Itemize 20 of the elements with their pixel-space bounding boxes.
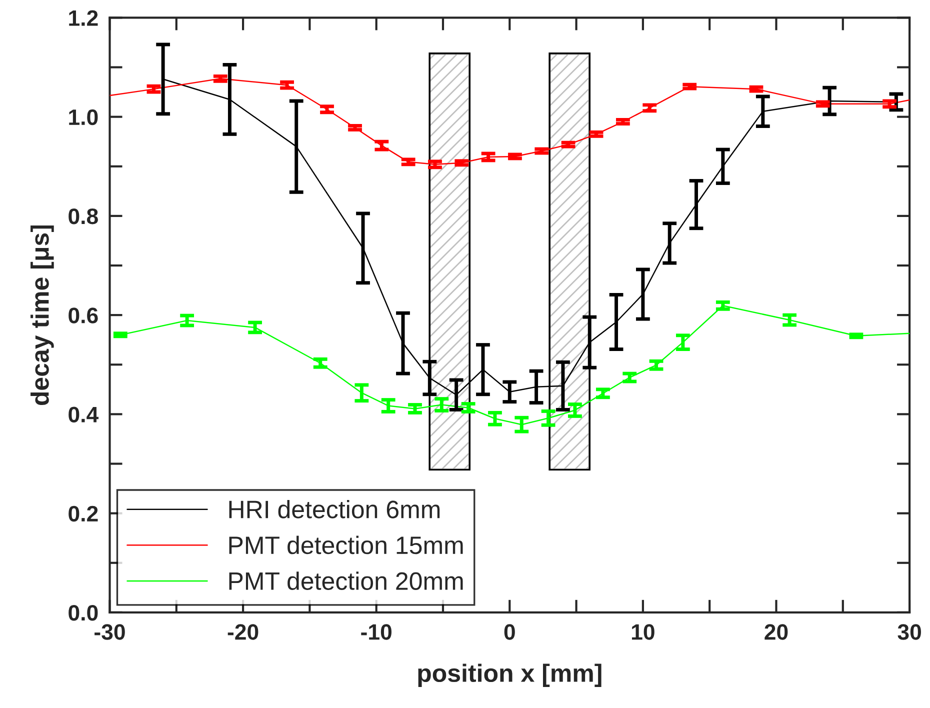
y-tick-label: 1.2 bbox=[69, 10, 98, 26]
x-axis-title: position x [mm] bbox=[418, 664, 602, 687]
x-tick-label: -30 bbox=[94, 624, 125, 640]
y-tick-label: 0.6 bbox=[68, 308, 98, 324]
x-tick-label: -20 bbox=[228, 624, 258, 640]
x-tick-label: 20 bbox=[764, 624, 788, 640]
x-tick-label: 0 bbox=[504, 624, 515, 640]
legend-label: PMT detection 20mm bbox=[229, 572, 463, 590]
y-tick-label: 0.8 bbox=[68, 208, 98, 224]
y-tick-label: 1.0 bbox=[69, 109, 98, 126]
y-tick-label: 0.0 bbox=[68, 604, 98, 621]
x-tick-label: 10 bbox=[632, 624, 654, 640]
x-tick-label: 30 bbox=[898, 624, 921, 640]
legend-label: PMT detection 15mm bbox=[229, 536, 463, 554]
y-tick-label: 0.4 bbox=[68, 406, 99, 422]
y-axis-title: decay time [μs] bbox=[30, 225, 54, 406]
legend-label: HRI detection 6mm bbox=[229, 500, 440, 518]
y-tick-label: 0.2 bbox=[68, 506, 98, 522]
line-series bbox=[110, 78, 910, 166]
x-tick-label: -10 bbox=[361, 624, 392, 640]
